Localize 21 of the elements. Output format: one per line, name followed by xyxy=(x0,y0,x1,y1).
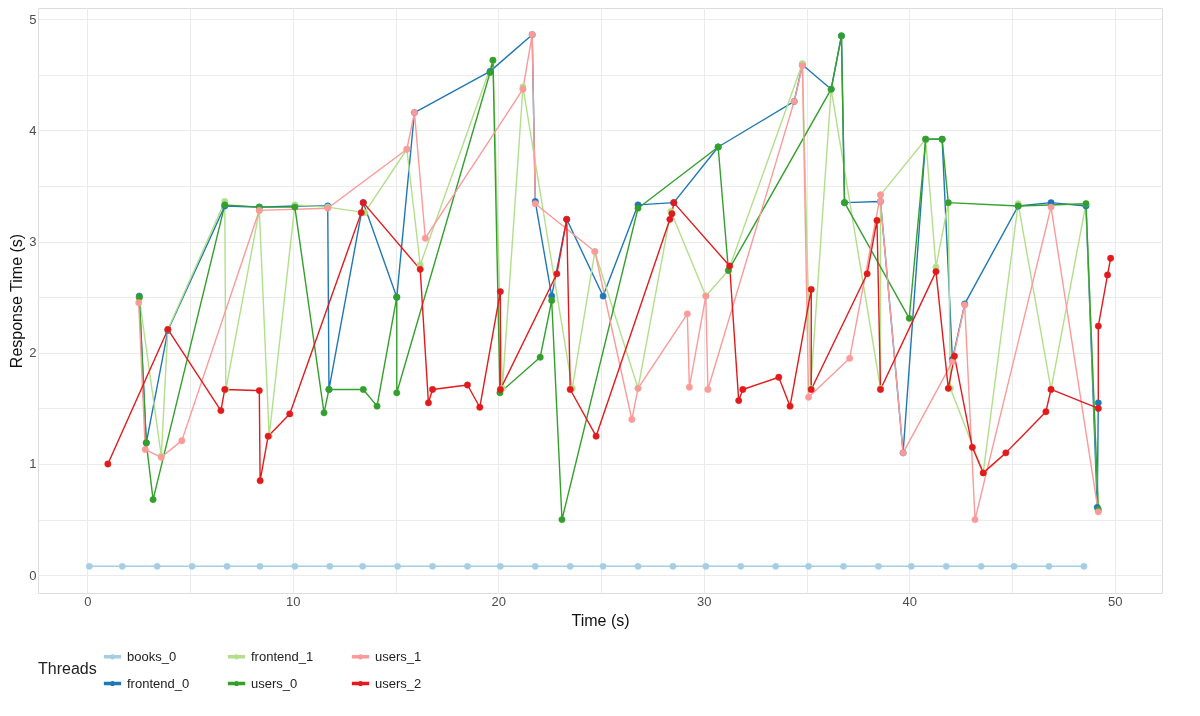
x-tick-label: 50 xyxy=(1108,593,1123,609)
legend-title: Threads xyxy=(38,660,97,677)
x-tick-label: 30 xyxy=(697,593,712,609)
y-tick-label: 2 xyxy=(29,345,37,361)
y-tick-label: 4 xyxy=(29,122,37,138)
legend-label: frontend_1 xyxy=(251,648,314,664)
x-tick-label: 40 xyxy=(902,593,917,609)
y-tick-label: 1 xyxy=(29,456,37,472)
y-tick-label: 5 xyxy=(29,11,37,27)
x-axis-title: Time (s) xyxy=(571,611,630,629)
y-tick-label: 3 xyxy=(29,234,37,250)
x-tick-label: 10 xyxy=(286,593,301,609)
legend-label: users_0 xyxy=(251,675,298,691)
legend-label: users_2 xyxy=(375,675,422,691)
x-tick-label: 20 xyxy=(491,593,507,609)
legend-label: frontend_0 xyxy=(127,675,190,691)
legend-label: books_0 xyxy=(127,648,177,664)
x-tick-label: 0 xyxy=(84,593,92,609)
y-axis-title: Response Time (s) xyxy=(8,233,26,369)
y-tick-label: 0 xyxy=(29,567,37,583)
legend-label: users_1 xyxy=(375,648,422,664)
